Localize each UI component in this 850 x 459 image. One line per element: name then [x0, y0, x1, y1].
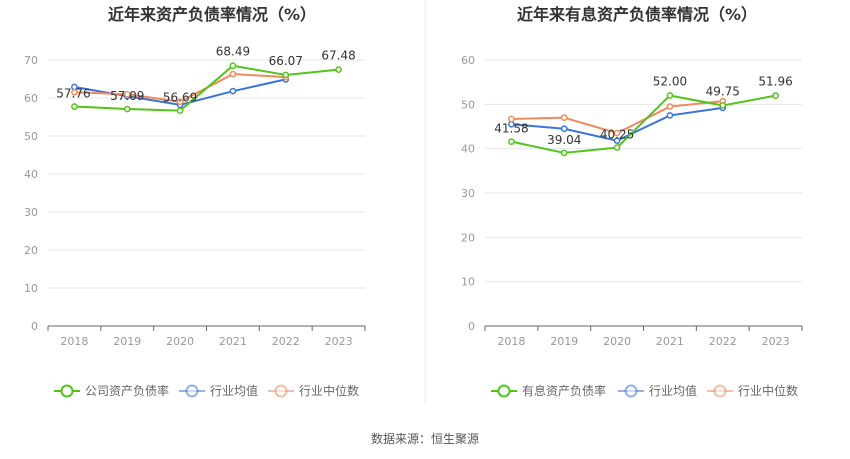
legend-item-2[interactable]: 行业中位数 [707, 383, 798, 398]
legend-item-1[interactable]: 行业均值 [618, 383, 697, 398]
series-line-0 [511, 94, 776, 154]
x-tick-label: 2018 [497, 335, 525, 348]
data-label: 41.58 [494, 122, 528, 136]
data-point[interactable] [666, 103, 674, 110]
data-label: 67.48 [321, 49, 355, 63]
y-tick-label: 10 [24, 282, 38, 295]
y-tick-label: 60 [24, 92, 38, 105]
x-tick-label: 2020 [166, 335, 194, 348]
data-label: 56.69 [163, 91, 197, 105]
x-tick-label: 2022 [709, 335, 737, 348]
y-tick-label: 30 [461, 187, 475, 200]
data-point[interactable] [560, 114, 568, 121]
x-tick-label: 2018 [60, 335, 88, 348]
data-label: 66.07 [269, 54, 303, 68]
legend-label: 行业中位数 [299, 383, 359, 398]
x-tick-label: 2023 [325, 335, 353, 348]
chart-panel-interest-debt-ratio: 近年来有息资产负债率情况（%） 0 10 20 30 40 50 60 2018 2019 2020… [461, 5, 803, 398]
data-point[interactable] [229, 87, 237, 95]
x-tick-label: 2023 [762, 335, 790, 348]
y-tick-label: 70 [24, 54, 38, 67]
legend-item-2[interactable]: 行业中位数 [268, 383, 359, 398]
legend-label: 公司资产负债率 [85, 383, 169, 398]
chart-panel-debt-ratio: 近年来资产负债率情况（%） 0 10 20 30 40 50 60 70 2018 2019 2020… [24, 5, 366, 398]
data-source-note: 数据来源：恒生聚源 [371, 431, 479, 446]
data-point[interactable] [335, 66, 342, 73]
data-point[interactable] [71, 88, 78, 96]
x-tick-label: 2020 [603, 335, 631, 348]
data-point[interactable] [282, 71, 290, 79]
data-point[interactable] [613, 129, 621, 137]
y-tick-label: 50 [461, 98, 475, 111]
y-tick-label: 0 [31, 320, 38, 333]
data-point[interactable] [560, 149, 568, 157]
legend-marker-icon [497, 384, 511, 398]
data-point[interactable] [719, 102, 727, 109]
chart-title: 近年来有息资产负债率情况（%） [517, 5, 757, 24]
x-tick-label: 2021 [656, 335, 684, 348]
data-point[interactable] [508, 138, 515, 146]
y-tick-label: 40 [24, 168, 38, 181]
x-tick-label: 2022 [272, 335, 300, 348]
data-point[interactable] [176, 107, 184, 114]
x-tick-label: 2019 [550, 335, 578, 348]
data-point[interactable] [123, 105, 131, 113]
data-point[interactable] [613, 144, 621, 151]
legend-marker-icon [185, 384, 199, 398]
data-label: 68.49 [216, 45, 250, 59]
y-tick-label: 20 [24, 244, 38, 257]
data-point[interactable] [176, 98, 184, 106]
y-tick-label: 10 [461, 276, 475, 289]
data-point[interactable] [123, 90, 131, 98]
legend-label: 行业均值 [649, 383, 697, 398]
legend-label: 行业中位数 [738, 383, 798, 398]
data-point[interactable] [560, 125, 568, 133]
data-point[interactable] [229, 62, 237, 70]
y-tick-label: 0 [468, 320, 475, 333]
data-label: 39.04 [547, 133, 581, 147]
data-point[interactable] [666, 92, 674, 99]
data-label: 40.25 [600, 128, 634, 142]
data-label: 49.75 [706, 84, 740, 98]
data-point[interactable] [229, 70, 237, 78]
legend-item-0[interactable]: 公司资产负债率 [54, 383, 169, 398]
data-point[interactable] [71, 103, 78, 110]
legend-marker-icon [713, 384, 727, 398]
y-tick-label: 40 [461, 143, 475, 156]
legend-item-0[interactable]: 有息资产负债率 [491, 383, 606, 398]
legend-label: 行业均值 [210, 383, 258, 398]
legend-marker-icon [60, 384, 74, 398]
data-point[interactable] [508, 115, 515, 123]
x-tick-label: 2021 [219, 335, 247, 348]
y-tick-label: 30 [24, 206, 38, 219]
y-tick-label: 50 [24, 130, 38, 143]
data-point[interactable] [666, 112, 674, 119]
y-tick-label: 20 [461, 231, 475, 244]
legend-marker-icon [274, 384, 288, 398]
legend-item-1[interactable]: 行业均值 [179, 383, 258, 398]
data-label: 57.09 [110, 89, 144, 103]
data-point[interactable] [772, 92, 779, 99]
x-tick-label: 2019 [113, 335, 141, 348]
legend-label: 有息资产负债率 [522, 383, 606, 398]
data-point[interactable] [613, 137, 621, 145]
data-label: 57.76 [56, 87, 90, 101]
data-label: 52.00 [653, 74, 687, 88]
legend-marker-icon [624, 384, 638, 398]
chart-title: 近年来资产负债率情况（%） [108, 5, 316, 24]
series-line-0 [74, 64, 339, 112]
data-label: 51.96 [758, 75, 792, 89]
y-tick-label: 60 [461, 54, 475, 67]
